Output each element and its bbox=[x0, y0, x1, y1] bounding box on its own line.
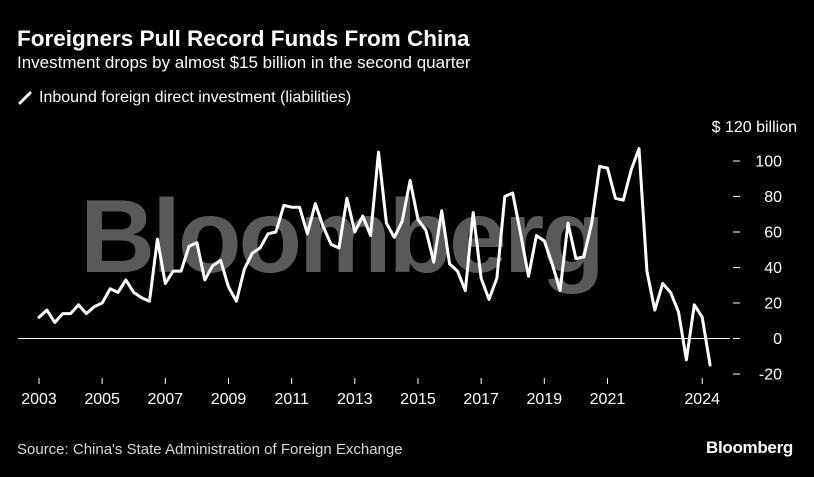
x-tick-label: 2017 bbox=[463, 391, 499, 408]
chart-title: Foreigners Pull Record Funds From China bbox=[17, 26, 470, 51]
x-tick-label: 2013 bbox=[337, 391, 373, 408]
watermark: Bloomberg bbox=[80, 179, 602, 295]
y-tick-label: 40 bbox=[764, 260, 782, 277]
x-tick-label: 2015 bbox=[400, 391, 436, 408]
x-tick-label: 2007 bbox=[148, 391, 184, 408]
x-tick-label: 2021 bbox=[590, 391, 626, 408]
y-tick-label: 60 bbox=[764, 225, 782, 242]
source-note: Source: China's State Administration of … bbox=[17, 441, 403, 458]
x-tick-label: 2009 bbox=[211, 391, 247, 408]
x-tick-label: 2011 bbox=[274, 391, 309, 408]
x-tick-label: 2005 bbox=[84, 391, 120, 408]
y-tick-label: 100 bbox=[755, 154, 782, 171]
y-unit-label: $ 120 billion bbox=[712, 119, 797, 136]
series-line-0 bbox=[37, 147, 712, 367]
y-tick-label: 20 bbox=[764, 296, 782, 313]
legend-label: Inbound foreign direct investment (liabi… bbox=[39, 89, 352, 106]
y-tick-label: -20 bbox=[759, 367, 782, 384]
legend-line-icon bbox=[18, 91, 32, 105]
chart-subtitle: Investment drops by almost $15 billion i… bbox=[17, 53, 471, 72]
x-tick-label: 2019 bbox=[527, 391, 563, 408]
bloomberg-logo: Bloomberg bbox=[705, 438, 793, 457]
x-tick-label: 2003 bbox=[21, 391, 57, 408]
y-tick-label: 80 bbox=[764, 189, 782, 206]
x-tick-label: 2024 bbox=[684, 391, 720, 408]
legend: Inbound foreign direct investment (liabi… bbox=[17, 89, 351, 107]
y-tick-label: 0 bbox=[773, 331, 782, 348]
